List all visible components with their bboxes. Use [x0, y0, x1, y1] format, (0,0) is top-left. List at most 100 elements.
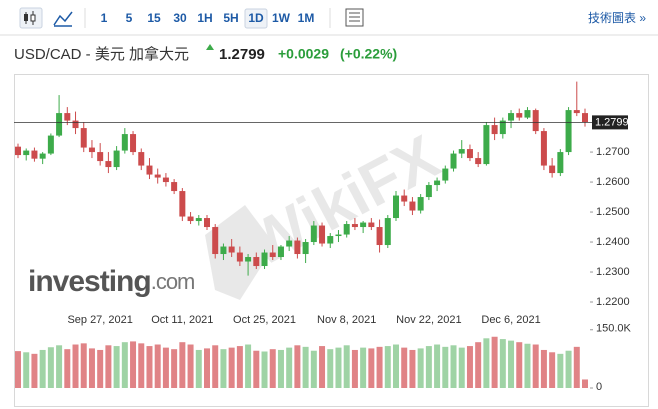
volume-bar — [138, 343, 145, 388]
volume-bar — [261, 351, 268, 388]
candle-body — [138, 152, 145, 166]
y-tick-label: 1.2500 — [596, 206, 630, 218]
selected-box — [244, 8, 268, 29]
volume-bar — [508, 340, 515, 388]
tech-chart-link[interactable]: 技術圖表 » — [588, 11, 646, 25]
volume-bar — [179, 342, 186, 388]
price-change-pct: (+0.22%) — [340, 46, 397, 62]
interval-button[interactable]: 1H — [197, 11, 212, 25]
volume-bar — [64, 349, 71, 388]
volume-bar — [310, 350, 317, 388]
volume-bar — [171, 349, 178, 388]
x-tick-label: Dec 6, 2021 — [481, 314, 540, 326]
candle-body — [573, 110, 580, 114]
interval-button[interactable]: 15 — [147, 11, 161, 25]
line-icon[interactable] — [53, 11, 73, 27]
table-icon[interactable] — [345, 8, 364, 27]
candle-body — [56, 113, 63, 136]
candle-body — [532, 110, 539, 132]
interval-button[interactable]: 5 — [126, 11, 133, 25]
candle-body — [524, 110, 531, 118]
candle-body — [171, 182, 178, 192]
candle-body — [130, 134, 137, 153]
candle-body — [121, 134, 128, 151]
instrument-title: USD/CAD - 美元 加拿大元 — [14, 45, 189, 63]
candle-body — [483, 125, 490, 165]
candle-body — [557, 152, 564, 174]
icon-body — [30, 14, 36, 22]
volume-bar — [105, 345, 112, 388]
candle-body — [64, 113, 71, 121]
volume-bar — [245, 344, 252, 388]
candle-body — [540, 131, 547, 166]
volume-bar — [23, 352, 30, 388]
volume-bar — [573, 346, 580, 388]
candle-body — [368, 222, 375, 228]
candle-body — [113, 150, 120, 168]
candle-body — [310, 225, 317, 243]
candle-body — [376, 227, 383, 246]
candle-body — [220, 246, 227, 255]
candle-body — [582, 113, 588, 123]
volume-bar — [376, 346, 383, 388]
candle-body — [88, 147, 95, 153]
volume-bar — [15, 351, 21, 388]
interval-button[interactable]: 1W — [272, 11, 291, 25]
candle-body — [327, 236, 334, 244]
y-tick-label: 1.2200 — [596, 296, 630, 308]
volume-bar — [351, 349, 358, 388]
candle-body — [269, 252, 276, 258]
volume-bar — [466, 346, 473, 388]
volume-bar — [335, 347, 342, 388]
candle-body — [442, 168, 449, 181]
candle-body — [417, 197, 424, 211]
volume-bar — [557, 353, 564, 388]
candle-body — [236, 252, 243, 262]
volume-bar — [56, 345, 63, 388]
volume-bar — [236, 346, 243, 388]
candle-icon[interactable] — [19, 7, 43, 29]
volume-bar — [483, 338, 490, 388]
volume-bar — [39, 349, 46, 388]
volume-bar — [475, 342, 482, 388]
volume-bar — [195, 349, 202, 388]
volume-bar — [269, 349, 276, 388]
volume-bar — [458, 347, 465, 388]
candle-body — [434, 180, 441, 186]
candle-body — [351, 224, 358, 228]
candle-body — [179, 191, 186, 217]
volume-bar — [425, 346, 432, 388]
volume-bar — [549, 352, 556, 388]
volume-bar — [72, 344, 79, 388]
candle-body — [146, 165, 153, 175]
volume-bar — [162, 347, 169, 388]
x-tick-label: Nov 22, 2021 — [396, 314, 461, 326]
volume-bar — [294, 345, 301, 388]
y-tick-label: 1.2400 — [596, 236, 630, 248]
candle-body — [228, 246, 235, 253]
volume-bar — [450, 345, 457, 388]
interval-button[interactable]: 1D — [248, 11, 264, 25]
volume-bar — [212, 345, 219, 388]
candle-body — [294, 240, 301, 255]
volume-bar — [368, 348, 375, 388]
volume-bar — [204, 348, 210, 388]
candle-body — [335, 234, 342, 237]
volume-bar — [565, 350, 572, 388]
candle-body — [31, 150, 38, 159]
volume-bar — [532, 344, 539, 388]
candle-body — [162, 177, 169, 183]
volume-bar — [401, 347, 408, 388]
volume-bar — [384, 346, 391, 388]
volume-bar — [524, 343, 531, 388]
logo: investing.com — [28, 265, 194, 298]
interval-button[interactable]: 5H — [223, 11, 238, 25]
volume-bar — [516, 342, 523, 388]
interval-button[interactable]: 30 — [173, 11, 187, 25]
volume-tick-label: 150.0K — [596, 323, 632, 335]
volume-bar — [540, 349, 547, 388]
interval-button[interactable]: 1 — [101, 11, 108, 25]
interval-button[interactable]: 1M — [298, 11, 315, 25]
